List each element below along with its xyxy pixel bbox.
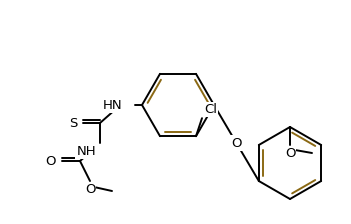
Text: S: S	[69, 116, 77, 129]
Text: O: O	[46, 155, 56, 168]
Text: NH: NH	[77, 145, 96, 158]
Text: Cl: Cl	[204, 103, 217, 116]
Text: O: O	[85, 183, 95, 196]
Text: O: O	[231, 136, 241, 149]
Text: O: O	[285, 147, 295, 160]
Text: HN: HN	[102, 99, 122, 112]
